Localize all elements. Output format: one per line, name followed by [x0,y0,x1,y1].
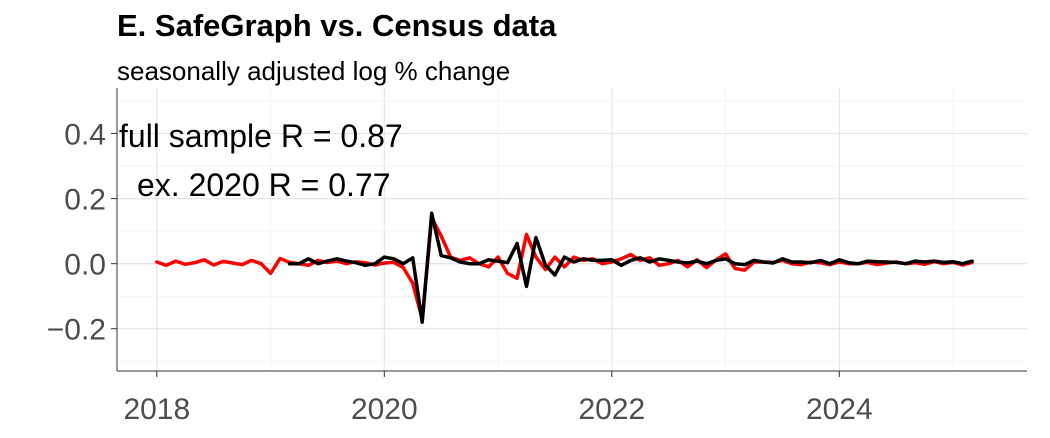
y-tick-label: −0.2 [47,314,106,347]
series-line-2 [287,211,974,324]
chart-subtitle: seasonally adjusted log % change [117,56,511,86]
y-tick-label: 0.4 [64,119,106,152]
annotation-ex-2020: ex. 2020 R = 0.77 [137,167,391,203]
annotation-full-sample: full sample R = 0.87 [119,118,403,154]
y-tick-label: 0.0 [64,249,106,282]
x-tick-label: 2020 [351,393,418,426]
x-tick-label: 2024 [806,393,873,426]
series-line-1 [155,216,974,321]
y-tick-label: 0.2 [64,184,106,217]
x-tick-label: 2022 [578,393,645,426]
chart-title: E. SafeGraph vs. Census data [117,8,557,43]
x-tick-label: 2018 [123,393,190,426]
